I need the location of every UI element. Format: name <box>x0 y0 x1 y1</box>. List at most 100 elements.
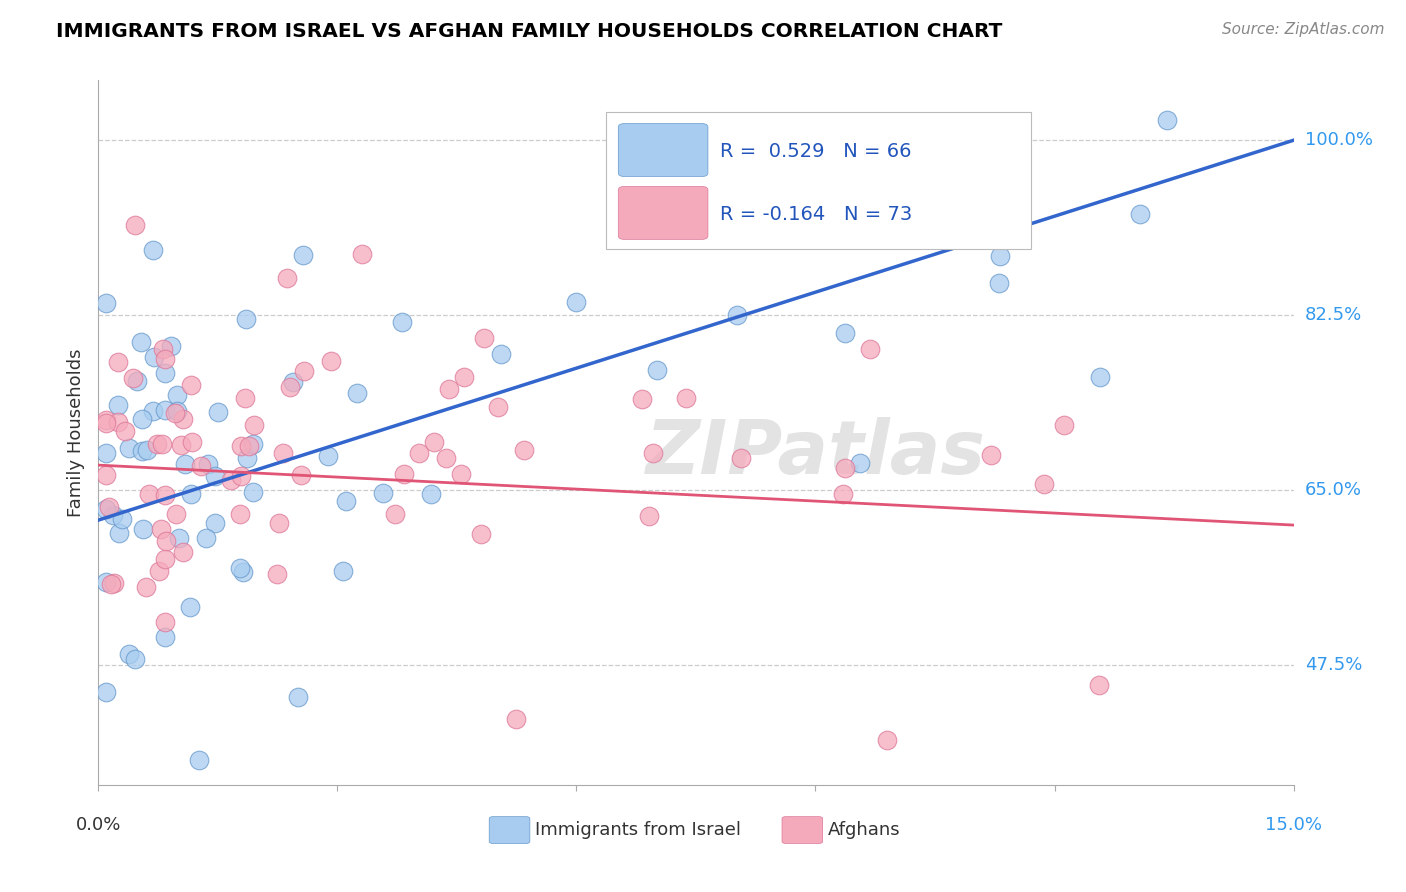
Point <box>470 526 492 541</box>
Point <box>269 516 291 530</box>
Text: 65.0%: 65.0% <box>1305 481 1361 500</box>
Text: R = -0.164   N = 73: R = -0.164 N = 73 <box>720 205 912 225</box>
Point <box>107 416 129 430</box>
Point <box>181 434 204 449</box>
Point <box>229 508 252 522</box>
Point <box>232 565 254 579</box>
Point <box>842 188 865 202</box>
Point <box>281 376 304 390</box>
Point <box>179 599 201 614</box>
Point <box>266 566 288 581</box>
Point <box>229 468 252 483</box>
Point <box>125 374 148 388</box>
Point <box>153 351 176 366</box>
Point <box>290 468 312 483</box>
Point <box>155 402 177 417</box>
Point <box>292 364 315 378</box>
Point <box>730 450 752 465</box>
Point <box>1090 369 1112 384</box>
Point <box>437 382 460 396</box>
Point <box>278 379 301 393</box>
Point <box>118 647 141 661</box>
Point <box>832 487 855 501</box>
Point <box>180 378 202 392</box>
Point <box>124 218 146 232</box>
Point <box>988 248 1011 262</box>
Point <box>190 459 212 474</box>
Point <box>276 271 298 285</box>
Point <box>103 576 125 591</box>
Point <box>188 753 211 767</box>
Point <box>111 511 134 525</box>
Point <box>980 448 1002 462</box>
Point <box>486 400 509 414</box>
Point <box>834 326 856 340</box>
Point <box>172 545 194 559</box>
Point <box>131 522 153 536</box>
Point <box>238 439 260 453</box>
Point <box>631 392 654 406</box>
Point <box>129 335 152 350</box>
Point <box>834 461 856 475</box>
Point <box>472 331 495 345</box>
Point <box>180 487 202 501</box>
Point <box>849 456 872 470</box>
Point <box>420 487 443 501</box>
Point <box>150 436 173 450</box>
Point <box>450 467 472 482</box>
Point <box>236 451 259 466</box>
Point <box>408 446 430 460</box>
Point <box>859 342 882 356</box>
Point <box>316 450 339 464</box>
Text: Source: ZipAtlas.com: Source: ZipAtlas.com <box>1222 22 1385 37</box>
Point <box>96 413 118 427</box>
Point <box>1088 678 1111 692</box>
Point <box>131 411 153 425</box>
FancyBboxPatch shape <box>782 817 823 844</box>
Text: R =  0.529   N = 66: R = 0.529 N = 66 <box>720 143 911 161</box>
Point <box>565 295 588 310</box>
Point <box>121 371 143 385</box>
Point <box>204 516 226 531</box>
Point <box>170 438 193 452</box>
Point <box>148 565 170 579</box>
Point <box>172 412 194 426</box>
Point <box>391 315 413 329</box>
Y-axis label: Family Households: Family Households <box>67 349 86 516</box>
Point <box>142 243 165 257</box>
Point <box>131 444 153 458</box>
Point <box>1128 207 1150 221</box>
Point <box>505 712 527 726</box>
Text: ZIPatlas: ZIPatlas <box>645 417 986 491</box>
Point <box>142 404 165 418</box>
Point <box>107 355 129 369</box>
Point <box>96 446 118 460</box>
Point <box>725 308 748 322</box>
Point <box>1053 417 1076 432</box>
Point <box>292 248 315 262</box>
Point <box>135 442 157 457</box>
Point <box>153 552 176 566</box>
Point <box>96 416 118 430</box>
Point <box>235 312 257 326</box>
Text: Afghans: Afghans <box>827 821 900 839</box>
Point <box>287 690 309 705</box>
Text: 0.0%: 0.0% <box>76 815 121 833</box>
Point <box>350 246 373 260</box>
Point <box>135 580 157 594</box>
Point <box>165 508 187 522</box>
Point <box>273 446 295 460</box>
Point <box>160 339 183 353</box>
Text: Immigrants from Israel: Immigrants from Israel <box>534 821 741 839</box>
Point <box>118 441 141 455</box>
Point <box>1032 476 1054 491</box>
Point <box>96 575 118 590</box>
Point <box>96 468 118 483</box>
Point <box>149 522 172 536</box>
Point <box>114 424 136 438</box>
Point <box>392 467 415 481</box>
Point <box>641 446 664 460</box>
Point <box>197 458 219 472</box>
Point <box>173 457 195 471</box>
Point <box>453 369 475 384</box>
